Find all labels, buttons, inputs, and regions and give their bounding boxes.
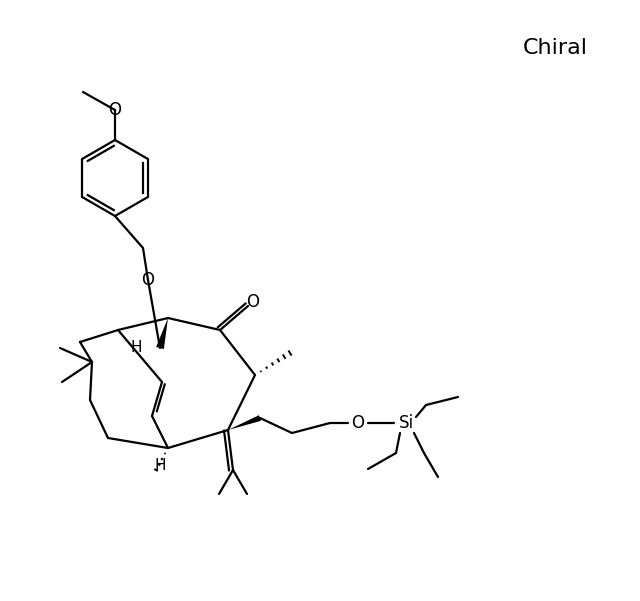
Text: O: O [246, 293, 259, 311]
Text: H: H [131, 341, 141, 356]
Text: O: O [109, 101, 122, 119]
Text: O: O [351, 414, 365, 432]
Text: O: O [141, 271, 154, 289]
Polygon shape [228, 415, 261, 430]
Text: Si: Si [399, 414, 413, 432]
Text: Chiral: Chiral [522, 38, 588, 58]
Polygon shape [156, 318, 168, 349]
Text: H: H [154, 459, 166, 474]
